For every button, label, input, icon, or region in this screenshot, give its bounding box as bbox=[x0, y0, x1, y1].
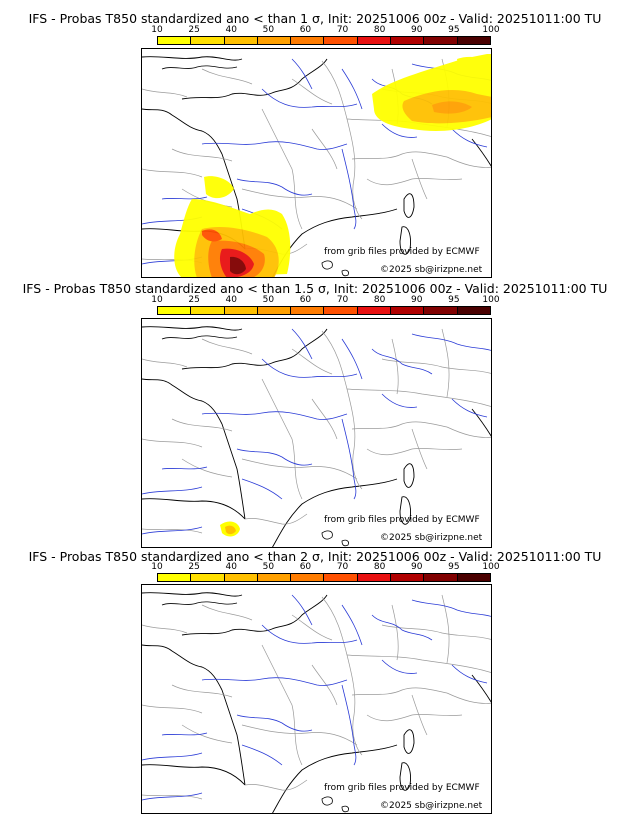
colorbar-ticks: 10 25 40 50 60 70 80 90 95 100 bbox=[151, 295, 499, 305]
colorbar-segment bbox=[257, 307, 292, 314]
credit-ecmwf: from grib files provided by ECMWF bbox=[324, 515, 480, 525]
basemap bbox=[142, 56, 491, 277]
colorbar-tick-label: 100 bbox=[482, 562, 500, 572]
colorbar-tick-label: 70 bbox=[336, 25, 349, 35]
colorbar-tick-label: 100 bbox=[482, 25, 500, 35]
colorbar-tick-label: 70 bbox=[336, 295, 349, 305]
colorbar-segment bbox=[158, 574, 192, 581]
colorbar-segment bbox=[391, 574, 425, 581]
colorbar-tick-label: 40 bbox=[225, 562, 237, 572]
colorbar-segment bbox=[191, 307, 225, 314]
colorbar-tick-label: 80 bbox=[373, 25, 386, 35]
credit-site: ©2025 sb@irizpne.net bbox=[380, 265, 483, 275]
map-frame: from grib files provided by ECMWF ©2025 … bbox=[141, 584, 492, 814]
colorbar-segment bbox=[457, 307, 490, 314]
colorbar-segment bbox=[357, 574, 392, 581]
colorbar-tick-label: 25 bbox=[188, 25, 200, 35]
colorbar-segment bbox=[357, 307, 392, 314]
colorbar-tick-label: 25 bbox=[188, 562, 200, 572]
colorbar-segment bbox=[291, 574, 325, 581]
colorbar-segment bbox=[291, 37, 325, 44]
colorbar bbox=[157, 306, 491, 315]
panel-title: IFS - Probas T850 standardized ano < tha… bbox=[28, 549, 602, 564]
map-panel-2: IFS - Probas T850 standardized ano < tha… bbox=[0, 278, 630, 548]
map-frame: from grib files provided by ECMWF ©2025 … bbox=[141, 318, 492, 548]
basemap bbox=[142, 592, 491, 813]
colorbar-tick-label: 95 bbox=[448, 295, 460, 305]
colorbar-tick-label: 50 bbox=[262, 295, 275, 305]
colorbar-segment bbox=[224, 307, 258, 314]
colorbar-tick-label: 80 bbox=[373, 295, 386, 305]
colorbar-tick-label: 50 bbox=[262, 562, 275, 572]
panel-title: IFS - Probas T850 standardized ano < tha… bbox=[22, 281, 608, 296]
colorbar-ticks: 10 25 40 50 60 70 80 90 95 100 bbox=[151, 562, 499, 572]
map-frame: from grib files provided by ECMWF ©2025 … bbox=[141, 48, 492, 278]
colorbar-tick-label: 40 bbox=[225, 25, 237, 35]
colorbar-segment bbox=[457, 574, 490, 581]
colorbar-tick-label: 60 bbox=[299, 295, 312, 305]
colorbar-segment bbox=[324, 307, 358, 314]
colorbar-segment bbox=[158, 37, 192, 44]
colorbar-segment bbox=[324, 37, 358, 44]
colorbar-tick-label: 40 bbox=[225, 295, 237, 305]
colorbar-tick-label: 10 bbox=[151, 562, 163, 572]
colorbar-tick-label: 60 bbox=[299, 25, 312, 35]
credit-site: ©2025 sb@irizpne.net bbox=[380, 801, 483, 811]
colorbar-segment bbox=[257, 37, 292, 44]
colorbar-tick-label: 10 bbox=[151, 25, 163, 35]
colorbar-segment bbox=[224, 37, 258, 44]
colorbar-tick-label: 100 bbox=[482, 295, 500, 305]
credit-ecmwf: from grib files provided by ECMWF bbox=[324, 783, 480, 793]
panel-title: IFS - Probas T850 standardized ano < tha… bbox=[28, 11, 602, 26]
colorbar-segment bbox=[224, 574, 258, 581]
colorbar-tick-label: 50 bbox=[262, 25, 275, 35]
colorbar-tick-label: 10 bbox=[151, 295, 163, 305]
colorbar-tick-label: 70 bbox=[336, 562, 349, 572]
colorbar-segment bbox=[424, 574, 458, 581]
colorbar-segment bbox=[391, 307, 425, 314]
colorbar-segment bbox=[357, 37, 392, 44]
colorbar-segment bbox=[391, 37, 425, 44]
colorbar bbox=[157, 36, 491, 45]
colorbar-segment bbox=[424, 307, 458, 314]
colorbar-tick-label: 80 bbox=[373, 562, 386, 572]
colorbar-tick-label: 95 bbox=[448, 562, 460, 572]
colorbar-tick-label: 90 bbox=[411, 295, 423, 305]
probability-overlay bbox=[174, 54, 491, 277]
colorbar-segment bbox=[291, 307, 325, 314]
colorbar-segment bbox=[257, 574, 292, 581]
colorbar-segment bbox=[191, 37, 225, 44]
colorbar-tick-label: 60 bbox=[299, 562, 312, 572]
colorbar-segment bbox=[457, 37, 490, 44]
colorbar bbox=[157, 573, 491, 582]
map-panel-3: IFS - Probas T850 standardized ano < tha… bbox=[0, 548, 630, 828]
map-panel-1: IFS - Probas T850 standardized ano < tha… bbox=[0, 0, 630, 278]
credit-site: ©2025 sb@irizpne.net bbox=[380, 533, 483, 543]
colorbar-segment bbox=[424, 37, 458, 44]
colorbar-tick-label: 90 bbox=[411, 562, 423, 572]
basemap bbox=[142, 326, 491, 547]
colorbar-segment bbox=[191, 574, 225, 581]
colorbar-segment bbox=[324, 574, 358, 581]
probability-overlay bbox=[220, 521, 240, 537]
colorbar-segment bbox=[158, 307, 192, 314]
colorbar-tick-label: 95 bbox=[448, 25, 460, 35]
colorbar-tick-label: 25 bbox=[188, 295, 200, 305]
colorbar-tick-label: 90 bbox=[411, 25, 423, 35]
credit-ecmwf: from grib files provided by ECMWF bbox=[324, 247, 480, 257]
colorbar-ticks: 10 25 40 50 60 70 80 90 95 100 bbox=[151, 25, 499, 35]
